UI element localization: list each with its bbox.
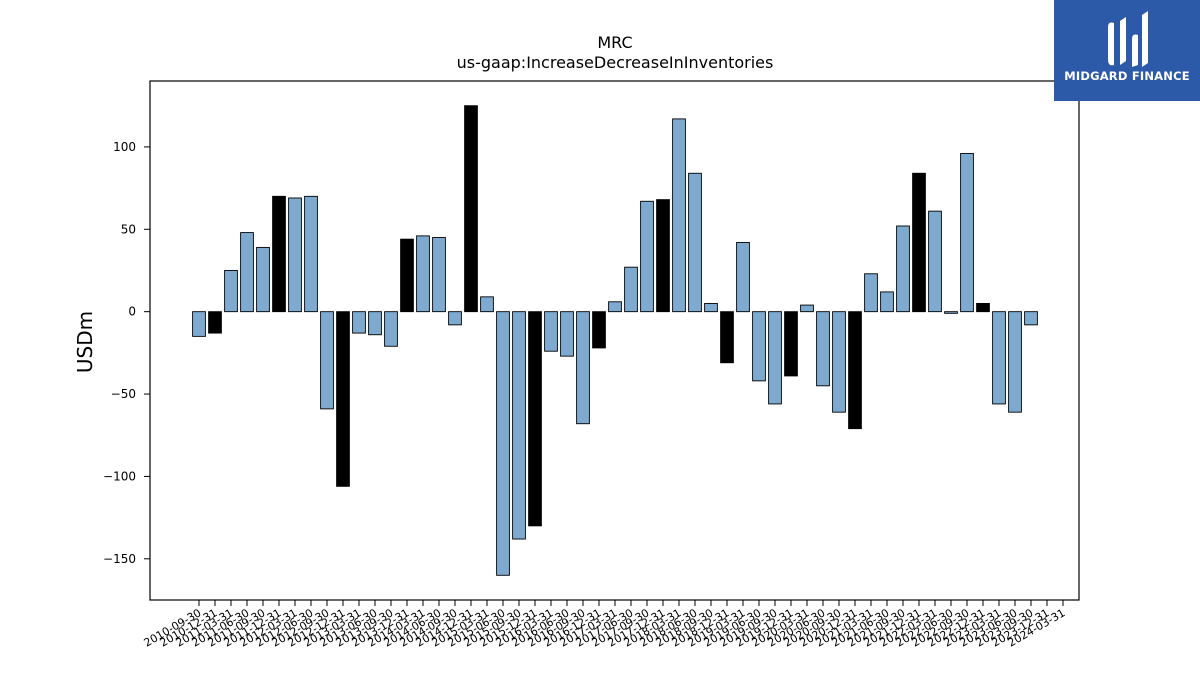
bar-2023-09-30: [1024, 311, 1038, 326]
bar-2016-12-31: [592, 311, 606, 349]
bar-2013-03-31: [352, 311, 366, 334]
bar-2011-09-30: [256, 246, 270, 313]
bar-2012-09-30: [320, 311, 334, 410]
bar-2017-03-31: [608, 301, 622, 313]
bar-2019-12-31: [784, 311, 798, 377]
bar-2014-12-31: [464, 105, 478, 313]
bar-2014-03-31: [416, 235, 430, 313]
bar-2010-12-31: [208, 311, 222, 334]
y-axis-label: USDm: [73, 311, 97, 373]
chart-subtitle: us-gaap:IncreaseDecreaseInInventories: [457, 53, 774, 72]
bar-2023-06-30: [1008, 311, 1022, 413]
bar-2015-09-30: [512, 311, 526, 540]
y-tick-label: 100: [113, 140, 136, 154]
chart-title: MRC: [597, 33, 632, 52]
bar-2019-03-31: [736, 242, 750, 313]
y-tick-label: −100: [103, 469, 136, 483]
bar-2022-09-30: [960, 153, 974, 313]
bar-2013-09-30: [384, 311, 398, 347]
bar-2018-03-31: [672, 118, 686, 313]
bar-2018-06-30: [688, 172, 702, 313]
bar-2016-09-30: [576, 311, 590, 425]
bar-2013-06-30: [368, 311, 382, 336]
bar-2016-03-31: [544, 311, 558, 352]
bar-2012-03-31: [288, 197, 302, 313]
bar-2021-03-31: [864, 273, 878, 313]
bar-2012-12-31: [336, 311, 350, 487]
bar-2018-12-31: [720, 311, 734, 364]
y-axis: −150 −100 −50 0 50 100: [103, 140, 150, 566]
bar-2011-03-31: [224, 270, 238, 313]
bar-2017-12-31: [656, 199, 670, 313]
y-tick-label: −150: [103, 552, 136, 566]
bar-2011-12-31: [272, 195, 286, 313]
y-tick-label: 0: [128, 305, 136, 319]
bar-2015-12-31: [528, 311, 542, 527]
y-tick-label: −50: [111, 387, 136, 401]
bar-2013-12-31: [400, 238, 414, 313]
bar-2017-06-30: [624, 266, 638, 313]
bar-2022-03-31: [928, 210, 942, 313]
bar-2017-09-30: [640, 200, 654, 313]
bar-2021-09-30: [896, 225, 910, 313]
bar-2022-12-31: [976, 302, 990, 313]
bar-2022-06-30: [944, 311, 958, 314]
bar-2020-09-30: [832, 311, 846, 413]
bar-2018-09-30: [704, 302, 718, 313]
bar-2019-09-30: [768, 311, 782, 405]
bar-2016-06-30: [560, 311, 574, 357]
bar-2020-12-31: [848, 311, 862, 430]
bar-2014-09-30: [448, 311, 462, 326]
bar-2020-06-30: [816, 311, 830, 387]
y-tick-label: 50: [121, 222, 136, 236]
bar-2021-06-30: [880, 291, 894, 313]
x-axis: 2010-09-302010-12-312011-03-312011-06-30…: [142, 600, 1068, 650]
brand-logo: MIDGARD FINANCE: [1054, 0, 1200, 101]
bars-group: [192, 105, 1038, 576]
brand-name: MIDGARD FINANCE: [1064, 69, 1190, 83]
plot-frame: [149, 80, 1080, 601]
bar-2012-06-30: [304, 195, 318, 313]
bar-2015-03-31: [480, 296, 494, 313]
bar-2010-09-30: [192, 311, 206, 337]
bar-2014-06-30: [432, 237, 446, 313]
bar-2020-03-31: [800, 304, 814, 313]
bar-2019-06-30: [752, 311, 766, 382]
bar-2023-03-31: [992, 311, 1006, 405]
midgard-logo-icon: [1108, 11, 1148, 67]
bar-2015-06-30: [496, 311, 510, 576]
bar-2021-12-31: [912, 172, 926, 313]
bar-2011-06-30: [240, 232, 254, 313]
